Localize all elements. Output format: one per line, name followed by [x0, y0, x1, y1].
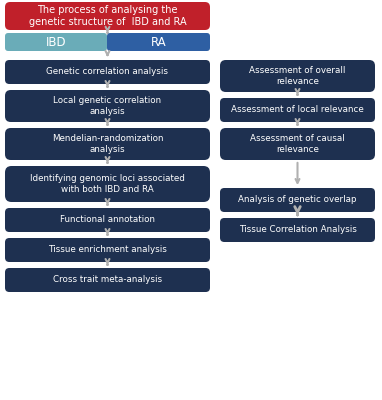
- FancyBboxPatch shape: [5, 90, 210, 122]
- FancyBboxPatch shape: [5, 238, 210, 262]
- Text: Analysis of genetic overlap: Analysis of genetic overlap: [238, 196, 357, 204]
- Text: The process of analysing the
genetic structure of  IBD and RA: The process of analysing the genetic str…: [29, 5, 186, 27]
- FancyBboxPatch shape: [220, 60, 375, 92]
- FancyBboxPatch shape: [5, 268, 210, 292]
- Text: Assessment of overall
relevance: Assessment of overall relevance: [249, 66, 346, 86]
- FancyBboxPatch shape: [5, 128, 210, 160]
- FancyBboxPatch shape: [107, 33, 210, 51]
- FancyBboxPatch shape: [5, 60, 210, 84]
- Text: RA: RA: [151, 36, 166, 48]
- Text: IBD: IBD: [46, 36, 66, 48]
- FancyBboxPatch shape: [5, 2, 210, 30]
- Text: Tissue enrichment analysis: Tissue enrichment analysis: [48, 246, 167, 254]
- FancyBboxPatch shape: [220, 218, 375, 242]
- Text: Identifying genomic loci associated
with both IBD and RA: Identifying genomic loci associated with…: [30, 174, 185, 194]
- Text: Cross trait meta-analysis: Cross trait meta-analysis: [53, 276, 162, 284]
- FancyBboxPatch shape: [220, 128, 375, 160]
- Text: Tissue Correlation Analysis: Tissue Correlation Analysis: [239, 226, 356, 234]
- Text: Genetic correlation analysis: Genetic correlation analysis: [47, 68, 168, 76]
- FancyBboxPatch shape: [5, 166, 210, 202]
- Text: Local genetic correlation
analysis: Local genetic correlation analysis: [53, 96, 162, 116]
- FancyBboxPatch shape: [5, 33, 107, 51]
- Text: Assessment of causal
relevance: Assessment of causal relevance: [250, 134, 345, 154]
- FancyBboxPatch shape: [220, 98, 375, 122]
- FancyBboxPatch shape: [220, 188, 375, 212]
- Text: Mendelian-randomization
analysis: Mendelian-randomization analysis: [52, 134, 163, 154]
- FancyBboxPatch shape: [5, 208, 210, 232]
- Text: Assessment of local relevance: Assessment of local relevance: [231, 106, 364, 114]
- Text: Functional annotation: Functional annotation: [60, 216, 155, 224]
